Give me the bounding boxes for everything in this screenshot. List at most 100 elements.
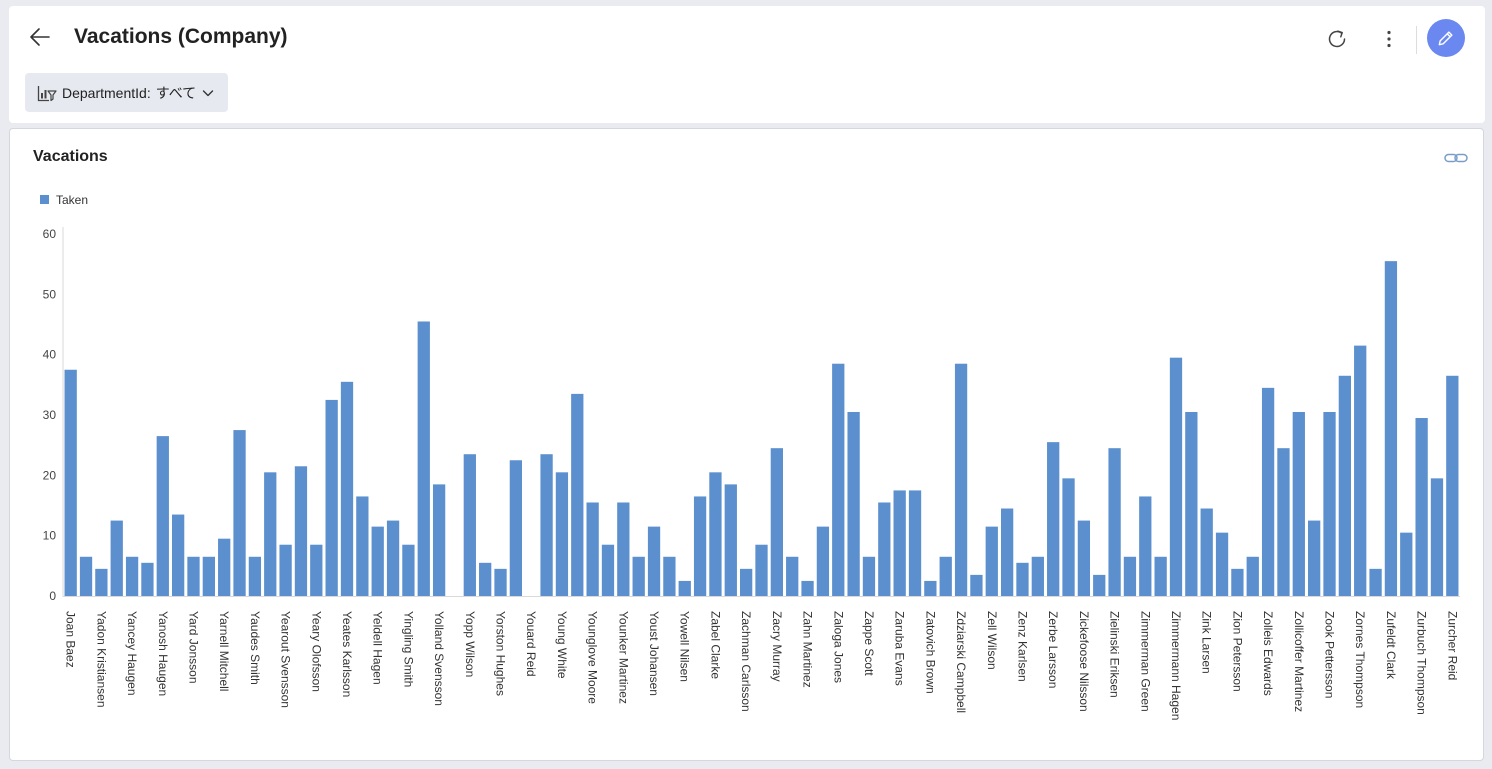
bar[interactable] <box>1430 478 1444 596</box>
bar[interactable] <box>279 544 292 596</box>
back-button[interactable] <box>25 22 55 52</box>
bar[interactable] <box>325 399 338 596</box>
bar[interactable] <box>371 526 384 596</box>
bar[interactable] <box>79 556 93 596</box>
bar[interactable] <box>801 580 814 596</box>
bar[interactable] <box>1016 562 1029 596</box>
bar[interactable] <box>125 556 139 596</box>
bar[interactable] <box>970 574 983 596</box>
more-options-button[interactable] <box>1374 24 1404 54</box>
link-button[interactable] <box>1444 149 1468 167</box>
bar[interactable] <box>1308 520 1321 596</box>
bar[interactable] <box>1354 345 1367 596</box>
bar[interactable] <box>233 430 246 596</box>
bar[interactable] <box>540 454 553 596</box>
bar[interactable] <box>939 556 952 596</box>
bar[interactable] <box>709 472 722 596</box>
bar[interactable] <box>1139 496 1152 596</box>
refresh-button[interactable] <box>1322 24 1352 54</box>
bar[interactable] <box>1031 556 1044 596</box>
department-filter[interactable]: DepartmentId: すべて <box>25 73 228 112</box>
bar[interactable] <box>555 472 569 596</box>
bar[interactable] <box>862 556 876 596</box>
bar[interactable] <box>156 436 169 596</box>
bar[interactable] <box>1323 411 1336 596</box>
bar[interactable] <box>64 369 77 596</box>
bar[interactable] <box>1369 568 1382 596</box>
x-category-label: Zink Larsen <box>1200 611 1214 674</box>
bar[interactable] <box>1093 574 1106 596</box>
bar[interactable] <box>816 526 830 596</box>
bar[interactable] <box>693 496 707 596</box>
bar[interactable] <box>264 472 277 596</box>
bar[interactable] <box>1231 568 1244 596</box>
bar[interactable] <box>954 363 968 596</box>
bar[interactable] <box>417 321 430 596</box>
bar[interactable] <box>1261 387 1275 596</box>
bar[interactable] <box>617 502 630 596</box>
bar[interactable] <box>187 556 200 596</box>
bar[interactable] <box>924 580 937 596</box>
bar[interactable] <box>218 538 231 596</box>
bar[interactable] <box>1000 508 1014 596</box>
bar[interactable] <box>647 526 661 596</box>
bar[interactable] <box>340 381 354 596</box>
bar[interactable] <box>1200 508 1213 596</box>
bar[interactable] <box>1185 411 1198 596</box>
bar[interactable] <box>1154 556 1167 596</box>
bar[interactable] <box>1415 418 1428 596</box>
bar[interactable] <box>463 454 476 596</box>
bar[interactable] <box>985 526 998 596</box>
bar[interactable] <box>494 568 507 596</box>
bar[interactable] <box>1446 375 1459 596</box>
bar[interactable] <box>1077 520 1091 596</box>
bar[interactable] <box>1338 375 1351 596</box>
x-category-label: Yeary Olofsson <box>309 611 323 692</box>
bar[interactable] <box>832 363 845 596</box>
bar[interactable] <box>509 460 523 596</box>
bar[interactable] <box>1246 556 1259 596</box>
bar[interactable] <box>172 514 185 596</box>
bar[interactable] <box>1292 411 1305 596</box>
bar[interactable] <box>1215 532 1229 596</box>
bar[interactable] <box>95 568 108 596</box>
bar[interactable] <box>601 544 615 596</box>
bar[interactable] <box>1277 448 1290 596</box>
bar[interactable] <box>1062 478 1075 596</box>
bar[interactable] <box>202 556 215 596</box>
bar[interactable] <box>571 393 584 596</box>
bar[interactable] <box>310 544 323 596</box>
bar[interactable] <box>1169 357 1183 596</box>
bar[interactable] <box>402 544 415 596</box>
bar[interactable] <box>386 520 400 596</box>
bar[interactable] <box>908 490 922 596</box>
bar[interactable] <box>110 520 123 596</box>
bar[interactable] <box>1400 532 1413 596</box>
bar[interactable] <box>294 466 308 596</box>
y-tick-label: 30 <box>43 408 57 422</box>
bar[interactable] <box>878 502 891 596</box>
bar[interactable] <box>740 568 753 596</box>
bar[interactable] <box>1123 556 1137 596</box>
bar[interactable] <box>893 490 906 596</box>
bar[interactable] <box>663 556 676 596</box>
bar[interactable] <box>847 411 860 596</box>
arrow-left-icon <box>30 28 50 46</box>
bar[interactable] <box>632 556 645 596</box>
bar[interactable] <box>724 484 737 596</box>
bar[interactable] <box>1047 442 1060 596</box>
bar[interactable] <box>770 448 783 596</box>
bar[interactable] <box>678 580 691 596</box>
bar[interactable] <box>141 562 154 596</box>
bar[interactable] <box>479 562 492 596</box>
bar[interactable] <box>248 556 262 596</box>
bar[interactable] <box>1108 448 1121 596</box>
bar[interactable] <box>1384 261 1398 596</box>
bar[interactable] <box>432 484 446 596</box>
x-category-label: Zatovich Brown <box>923 611 937 694</box>
bar[interactable] <box>755 544 768 596</box>
edit-button[interactable] <box>1427 19 1465 57</box>
bar[interactable] <box>786 556 799 596</box>
bar[interactable] <box>586 502 599 596</box>
bar[interactable] <box>356 496 369 596</box>
